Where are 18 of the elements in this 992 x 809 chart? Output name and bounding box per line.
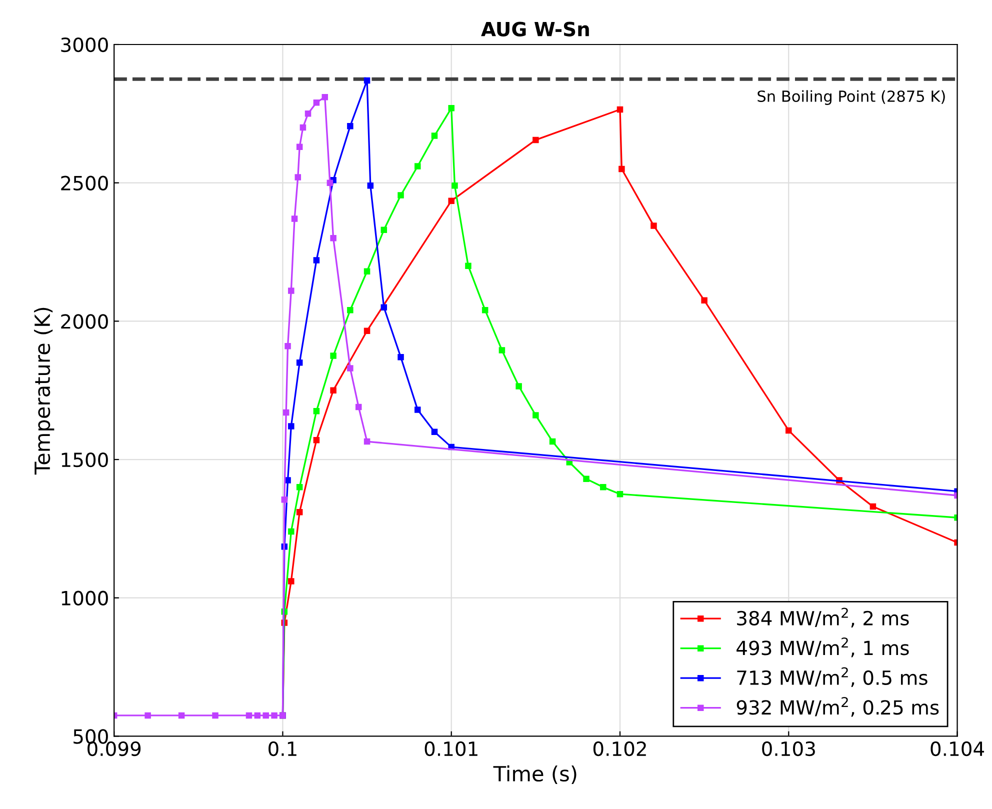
x-tick-label: 0.102 <box>593 741 646 756</box>
x-tick-label: 0.1 <box>268 741 296 756</box>
y-tick-label: 2000 <box>61 314 108 329</box>
ref-line-label: Sn Boiling Point (2875 K) <box>758 90 945 105</box>
y-tick-label: 1000 <box>62 590 108 606</box>
y-tick-label: 3000 <box>61 37 108 52</box>
legend-label: 932 MW/m$^{2}$, 0.25 ms <box>736 696 939 717</box>
y-tick-label: 1500 <box>62 452 108 468</box>
legend-label: 493 MW/m$^{2}$, 1 ms <box>736 637 909 658</box>
x-tick-label: 0.101 <box>424 741 478 756</box>
legend-label: 384 MW/m$^{2}$, 2 ms <box>737 608 909 628</box>
x-tick-label: 0.103 <box>762 741 815 756</box>
legend-label: 713 MW/m$^{2}$, 0.5 ms <box>737 667 928 688</box>
chart-title: AUG W-Sn <box>481 22 589 36</box>
x-axis-title: Time (s) <box>493 765 576 784</box>
y-tick-label: 2500 <box>61 176 108 190</box>
y-axis-title: Temperature (K) <box>34 308 54 475</box>
x-tick-label: 0.104 <box>930 741 984 756</box>
